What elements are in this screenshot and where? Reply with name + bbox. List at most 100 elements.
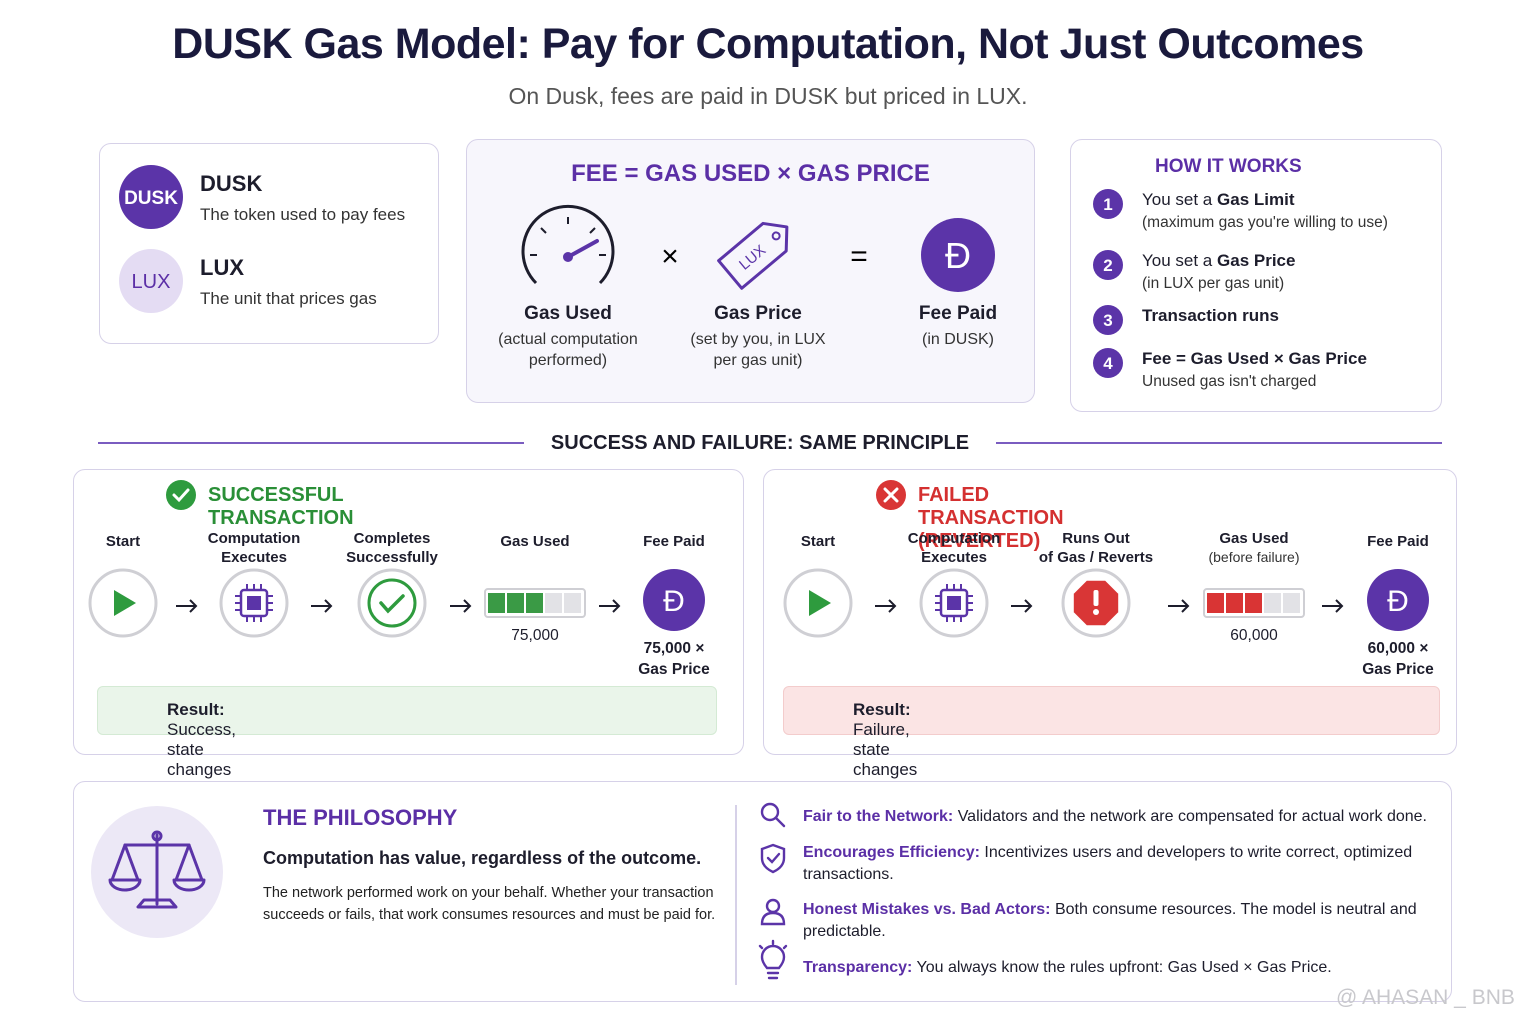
g xyxy=(530,217,606,256)
gas-value: 75,000 xyxy=(511,627,559,644)
lux-badge-text: LUX xyxy=(132,271,171,293)
step-label-line: Executes xyxy=(221,549,287,566)
fee-line: Gas Price xyxy=(638,661,710,678)
formula-label: Fee Paid xyxy=(918,303,998,324)
step-text: Fee = Gas Used × Gas Price Unused gas isn… xyxy=(1142,349,1432,391)
formula-note: (actual computation xyxy=(498,331,638,348)
point-text: Validators and the network are compensat… xyxy=(957,808,1427,825)
g xyxy=(108,830,206,909)
step-label: Computation Executes xyxy=(174,529,334,567)
chip-pins xyxy=(235,584,273,622)
line xyxy=(589,227,596,234)
step-line: Transaction runs xyxy=(1142,306,1432,326)
step-badges: 1 2 3 4 xyxy=(1093,189,1123,378)
scales-icon xyxy=(91,806,223,938)
step-label: Start xyxy=(43,532,203,551)
path xyxy=(136,898,178,909)
step-lead: You set a xyxy=(1142,251,1213,270)
flow-arrow xyxy=(311,599,333,613)
flow-arrow xyxy=(1168,599,1190,613)
step-label-line: Computation xyxy=(907,530,1001,547)
path xyxy=(172,843,206,892)
philosophy-box xyxy=(73,781,1452,1002)
fee-line: 60,000 × xyxy=(1367,640,1429,657)
path xyxy=(760,843,786,874)
done-check xyxy=(379,594,405,614)
chip-pins xyxy=(935,584,973,622)
chip-core xyxy=(247,596,261,610)
chip-pins xyxy=(235,584,273,622)
play xyxy=(114,590,136,616)
step-label-line: (before failure) xyxy=(1208,549,1300,565)
formula-label: Gas Price xyxy=(714,303,802,324)
cross-mark xyxy=(883,487,899,503)
philosophy-lead: Computation has value, regardless of the… xyxy=(263,848,702,868)
step-label: Runs Out of Gas / Reverts xyxy=(1016,529,1176,567)
formula-note: (in DUSK) xyxy=(921,331,994,348)
line xyxy=(782,944,788,950)
result-label: Result: xyxy=(167,700,225,719)
flow-arrow xyxy=(1011,599,1033,613)
point-bold: Transparency: xyxy=(803,959,913,976)
gas-cell xyxy=(1207,593,1224,613)
fee-line: 75,000 × xyxy=(643,640,705,657)
step-circle xyxy=(1093,305,1123,335)
gas-cell xyxy=(488,593,505,613)
step-bold: Transaction runs xyxy=(1142,306,1279,325)
line xyxy=(540,227,547,234)
flow-title: FAILED TRANSACTION (REVERTED) xyxy=(918,484,1064,552)
point-text: Both consume resources. The model is neu… xyxy=(803,901,1417,940)
step-text: Transaction runs xyxy=(1142,306,1432,326)
path xyxy=(760,911,786,926)
gauge xyxy=(521,204,615,285)
gauge-needle xyxy=(566,239,599,259)
step-text: You set a Gas Price (in LUX per gas unit) xyxy=(1142,251,1432,293)
step-note: (in LUX per gas unit) xyxy=(1142,275,1285,292)
step-bold: Gas Limit xyxy=(1217,190,1295,209)
point-bold: Encourages Efficiency: xyxy=(803,844,980,861)
watermark: @ AHASAN _ BNB xyxy=(1336,986,1515,1009)
times: × xyxy=(661,240,679,273)
dusk-badge xyxy=(119,165,183,229)
step-number: 1 xyxy=(1103,195,1112,214)
how-box xyxy=(1070,139,1442,412)
token-desc: The unit that prices gas xyxy=(200,289,377,308)
section-rule xyxy=(996,442,1442,444)
success-title-icon xyxy=(166,480,196,510)
chip-core xyxy=(947,596,961,610)
formula-item: Gas Used (actual computation performed) xyxy=(488,303,648,370)
path xyxy=(108,843,142,892)
step-label: Completes Successfully xyxy=(312,529,472,567)
g xyxy=(758,802,788,980)
fee-text: 60,000 × Gas Price xyxy=(1328,638,1468,680)
step-label-line: Executes xyxy=(921,549,987,566)
gas-cell xyxy=(1226,593,1243,613)
point-bold: Fair to the Network: xyxy=(803,808,954,825)
circle xyxy=(151,830,163,842)
result-label: Result: xyxy=(853,700,911,719)
step-label-line: Completes xyxy=(353,530,431,547)
step-number: 3 xyxy=(1103,311,1112,330)
step-label: Gas Used xyxy=(455,532,615,551)
step-label-line: Fee Paid xyxy=(1367,533,1429,550)
formula-item: Fee Paid (in DUSK) xyxy=(888,303,1028,349)
flow-arrow xyxy=(599,599,621,613)
step-bold: Gas Price xyxy=(1217,251,1296,270)
gas-cell xyxy=(1245,593,1262,613)
step-label: Gas Used (before failure) xyxy=(1174,529,1334,567)
philosophy-body: The network performed work on your behal… xyxy=(263,885,716,923)
token-name: LUX xyxy=(200,255,244,280)
circle xyxy=(760,802,780,822)
circle xyxy=(771,231,781,241)
play xyxy=(809,590,831,616)
point: Transparency: You always know the rules … xyxy=(803,957,1443,979)
step-label-line: Gas Used xyxy=(1219,530,1289,547)
step-label-line: Start xyxy=(800,533,836,550)
step-label-line: Gas Used xyxy=(500,533,570,550)
point: Honest Mistakes vs. Bad Actors: Both con… xyxy=(803,899,1443,943)
flow-arrow xyxy=(1322,599,1344,613)
token-desc: The token used to pay fees xyxy=(200,205,406,224)
step-label-line: Fee Paid xyxy=(643,533,705,550)
path xyxy=(766,852,781,864)
